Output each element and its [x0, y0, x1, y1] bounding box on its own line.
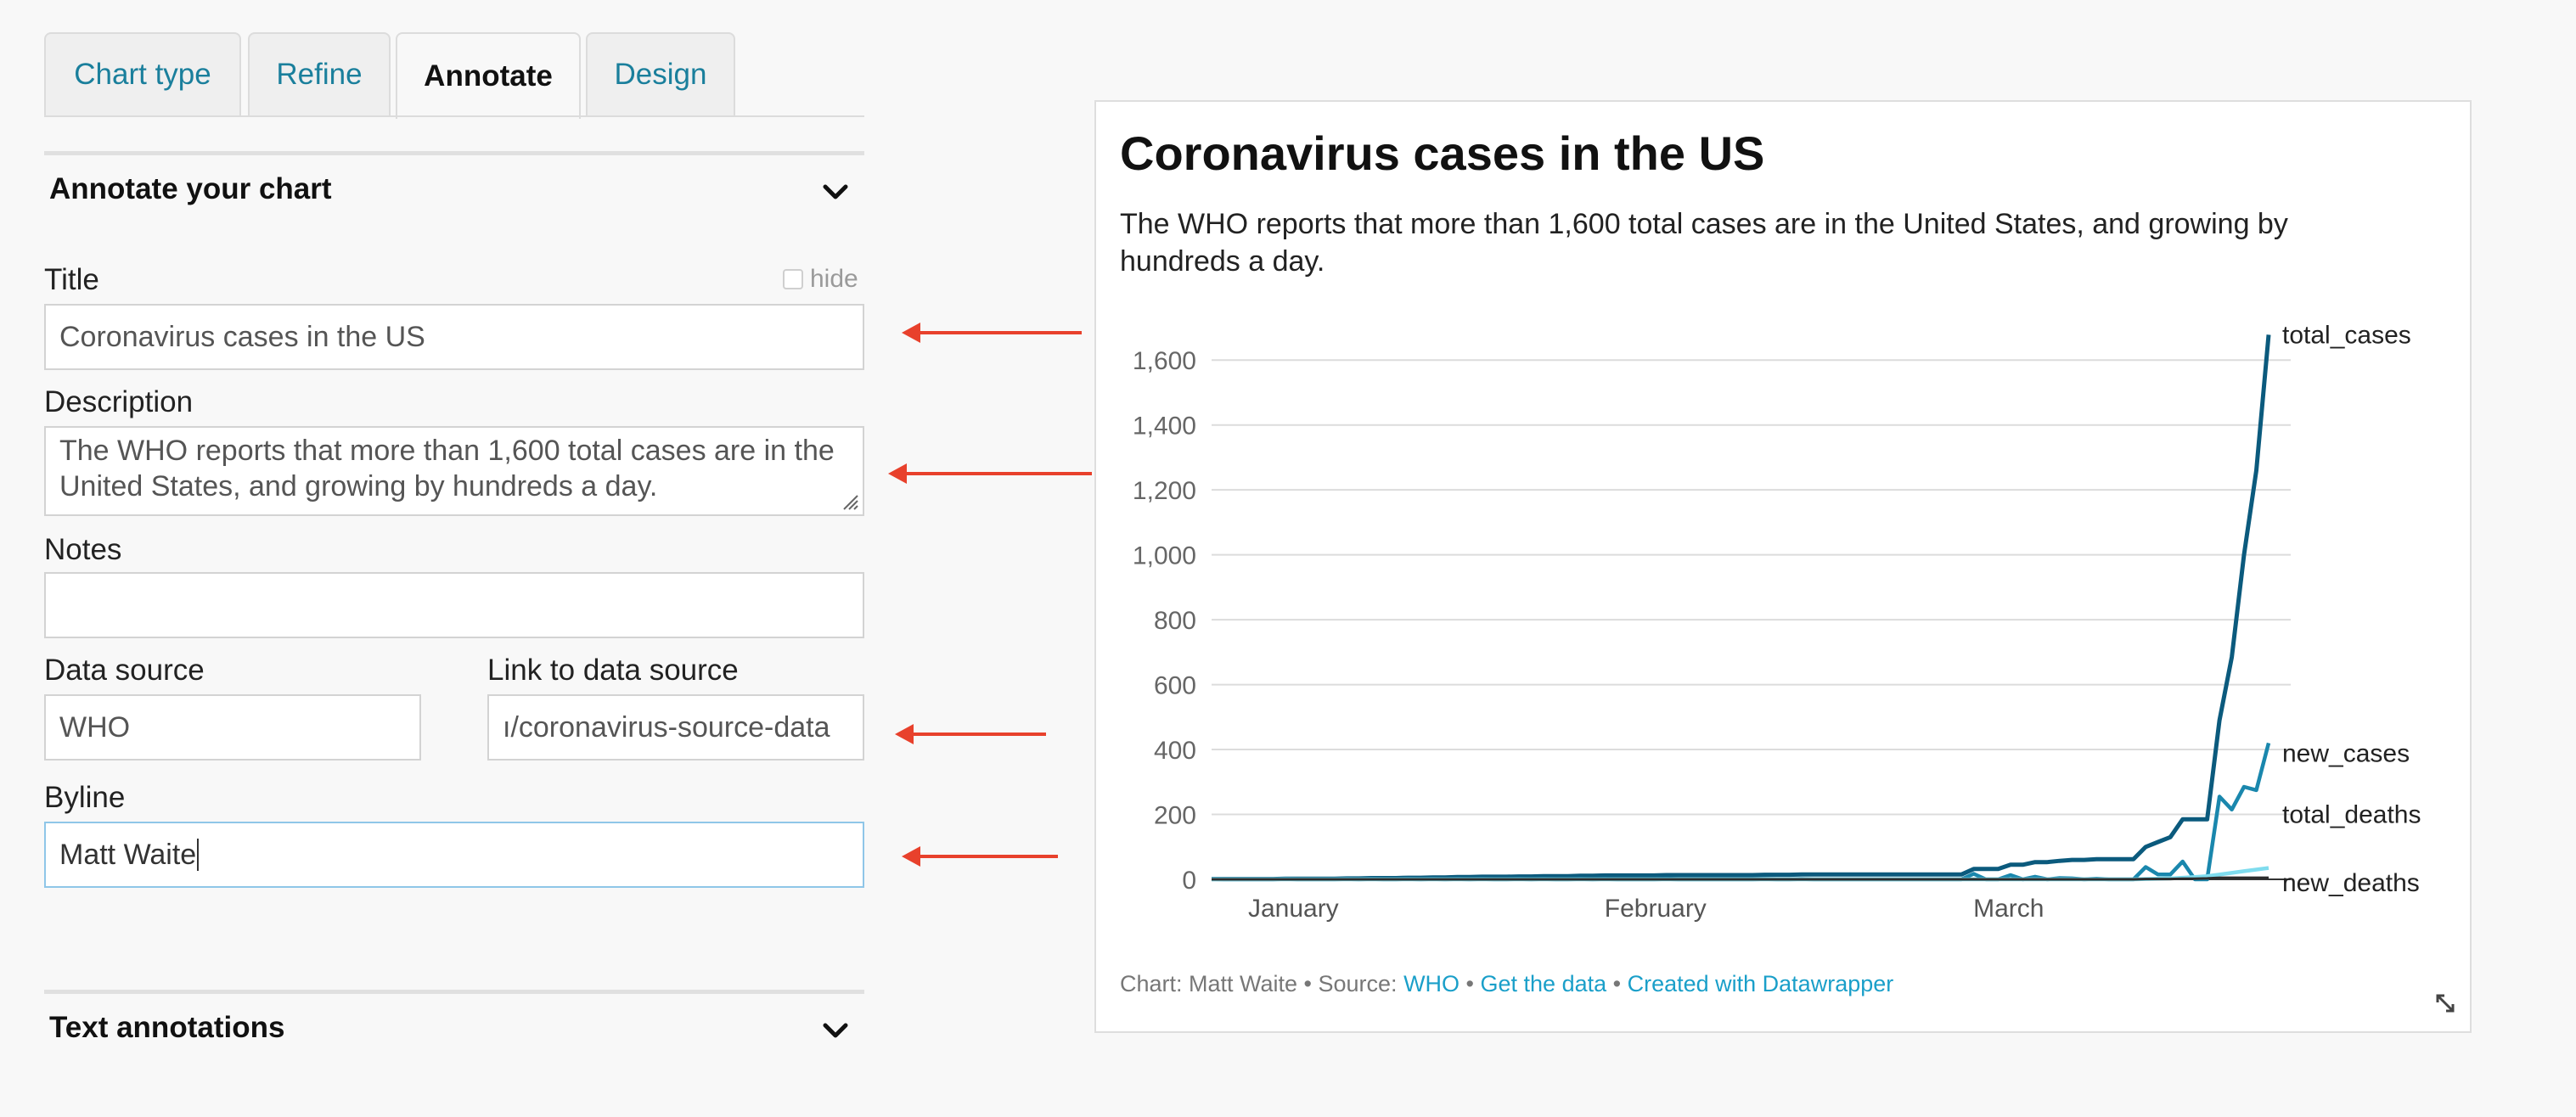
byline-text: Matt Waite [59, 838, 197, 871]
chart-footer: Chart: Matt Waite • Source: WHO • Get th… [1120, 971, 1893, 997]
series-line-total-cases [1212, 334, 2271, 882]
notes-label: Notes [44, 533, 122, 566]
section-text-annotations-title: Text annotations [49, 1011, 285, 1044]
chart-title: Coronavirus cases in the US [1120, 126, 1765, 180]
y-tick-label: 800 [1154, 607, 1196, 635]
arrow-link-source [895, 724, 1046, 744]
tab-annotate[interactable]: Annotate [396, 32, 581, 119]
x-tick-label: January [1248, 895, 1339, 923]
section-annotate-title: Annotate your chart [49, 172, 332, 205]
link-source-label: Link to data source [487, 654, 739, 687]
data-source-input[interactable]: WHO [44, 694, 421, 761]
y-tick-label: 600 [1154, 672, 1196, 700]
notes-input[interactable] [44, 572, 864, 638]
chevron-down-icon[interactable] [818, 176, 852, 210]
tab-refine[interactable]: Refine [248, 32, 391, 115]
arrow-description [888, 463, 1092, 484]
footer-credit: Chart: Matt Waite • Source: [1120, 971, 1404, 996]
text-caret [197, 839, 200, 871]
series-label-total-cases: total_cases [2282, 321, 2411, 349]
footer-separator: • [1460, 971, 1481, 996]
title-label: Title [44, 263, 99, 296]
y-tick-label: 400 [1154, 737, 1196, 765]
x-tick-label: February [1605, 895, 1707, 923]
byline-input[interactable]: Matt Waite [44, 822, 864, 888]
link-source-input[interactable]: ı/coronavirus-source-data [487, 694, 864, 761]
tab-design[interactable]: Design [586, 32, 735, 115]
description-label: Description [44, 385, 194, 418]
resize-handle-icon[interactable] [841, 492, 859, 511]
y-tick-label: 1,000 [1133, 542, 1196, 570]
x-tick-label: March [1973, 895, 2044, 923]
byline-label: Byline [44, 781, 126, 814]
hide-label: hide [810, 265, 858, 293]
description-text: The WHO reports that more than 1,600 tot… [59, 435, 835, 502]
y-tick-label: 1,200 [1133, 477, 1196, 505]
line-chart: 0 200 400 600 800 1,000 1,200 1,400 1,600 January… [1133, 321, 2421, 923]
series-line-new-deaths [1212, 876, 2269, 881]
footer-source-link[interactable]: WHO [1403, 971, 1460, 996]
checkbox-icon[interactable] [783, 269, 803, 289]
y-tick-label: 0 [1182, 867, 1196, 895]
chart-preview: Coronavirus cases in the US The WHO repo… [1094, 100, 2472, 1033]
y-tick-label: 1,600 [1133, 347, 1196, 375]
footer-get-data-link[interactable]: Get the data [1480, 971, 1607, 996]
arrow-title [902, 323, 1082, 343]
y-tick-label: 200 [1154, 802, 1196, 830]
footer-separator: • [1606, 971, 1628, 996]
section-text-annotations-header[interactable]: Text annotations [44, 990, 864, 1063]
tab-chart-type[interactable]: Chart type [44, 32, 241, 115]
hide-title-checkbox[interactable]: hide [783, 265, 858, 294]
chart-description: The WHO reports that more than 1,600 tot… [1120, 208, 2288, 278]
description-textarea[interactable]: The WHO reports that more than 1,600 tot… [44, 426, 864, 516]
series-label-total-deaths: total_deaths [2282, 801, 2421, 829]
section-annotate-header[interactable]: Annotate your chart [44, 151, 864, 224]
chevron-down-icon[interactable] [818, 1014, 852, 1048]
expand-icon[interactable] [2433, 991, 2458, 1016]
series-label-new-deaths: new_deaths [2282, 869, 2420, 897]
data-source-label: Data source [44, 654, 205, 687]
arrow-byline [902, 846, 1058, 867]
tab-underline [44, 115, 864, 117]
title-input[interactable]: Coronavirus cases in the US [44, 304, 864, 370]
footer-datawrapper-link[interactable]: Created with Datawrapper [1627, 971, 1894, 996]
y-tick-label: 1,400 [1133, 413, 1196, 441]
series-label-new-cases: new_cases [2282, 739, 2410, 767]
